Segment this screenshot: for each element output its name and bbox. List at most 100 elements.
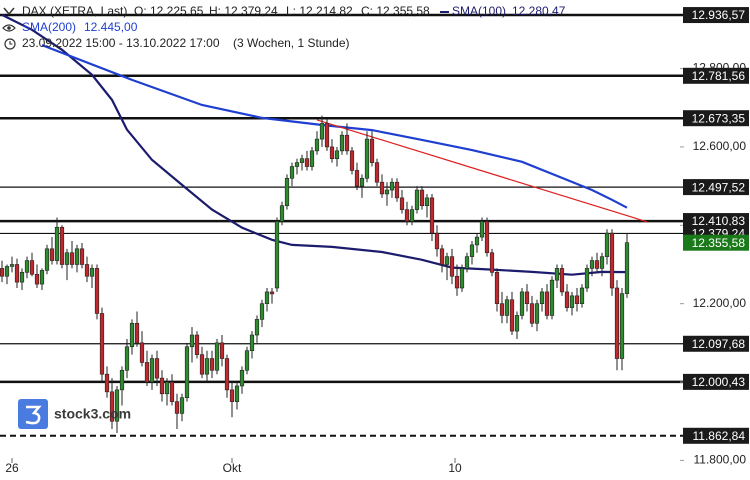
level-label: 12.000,43	[692, 375, 746, 389]
candle-body	[99, 313, 105, 375]
level-label: 12.936,57	[692, 8, 746, 22]
brand-name: stock3.com	[54, 406, 131, 422]
candle-body	[604, 232, 610, 257]
candle-body	[524, 291, 530, 304]
candle-body	[609, 232, 615, 289]
candle-body	[224, 358, 230, 391]
y-tick-label: 11.800,00	[694, 453, 747, 467]
legend-value: 12.280,47	[512, 4, 566, 18]
candle-body	[134, 322, 140, 344]
candle-body	[589, 260, 595, 269]
collapse-icon[interactable]	[3, 7, 15, 16]
sma-line	[1, 13, 628, 276]
candle-body	[504, 299, 510, 316]
plot-area: 26 Okt 10	[0, 13, 750, 475]
clock-hand	[9, 41, 13, 45]
candle-body	[19, 272, 25, 283]
candle-body	[39, 270, 45, 285]
candle-body	[84, 264, 90, 277]
low: L: 12.214,82	[286, 4, 353, 18]
candle-body	[484, 221, 490, 254]
candle-body	[454, 275, 460, 289]
candle-body	[309, 150, 315, 167]
open: O: 12.225,65	[134, 4, 204, 18]
candle-body	[474, 236, 480, 246]
brand: stock3.com	[18, 399, 131, 429]
candle-body	[614, 287, 620, 359]
candle-body	[319, 123, 325, 140]
candle-body	[404, 209, 410, 222]
candle-body	[289, 166, 295, 179]
candle-body	[159, 377, 165, 395]
candle-body	[129, 322, 135, 348]
candle-body	[619, 293, 625, 359]
candle-body	[0, 268, 5, 277]
sma-line	[41, 44, 628, 209]
candle-body	[64, 252, 70, 265]
candle-body	[214, 342, 220, 371]
candle-body	[444, 256, 450, 265]
candle-body	[299, 158, 305, 163]
candle-body	[359, 177, 365, 187]
candle-body	[164, 381, 170, 395]
candle-body	[364, 138, 370, 179]
level-label: 12.673,35	[692, 111, 746, 125]
candle-body	[529, 303, 535, 324]
level-label-box	[683, 67, 749, 84]
candle-body	[279, 205, 285, 222]
candle-body	[249, 334, 255, 351]
candle-body	[469, 244, 475, 257]
candle-body	[9, 264, 15, 267]
candle-body	[394, 181, 400, 199]
header: DAX (XETRA, Last) O: 12.225,65 H: 12.379…	[2, 4, 566, 50]
eye-icon[interactable]	[2, 24, 16, 32]
candle-body	[24, 260, 30, 273]
candle-body	[284, 177, 290, 207]
candle-body	[194, 334, 200, 355]
candle-body	[494, 272, 500, 304]
y-tick-label: 12.600,00	[693, 139, 747, 153]
last-price-box	[683, 234, 749, 251]
candle-body	[124, 346, 130, 371]
candle-body	[519, 291, 525, 316]
candle-body	[274, 221, 280, 289]
candle-body	[104, 373, 110, 393]
candle-body	[409, 209, 415, 222]
candle-body	[34, 273, 40, 285]
candle-body	[384, 189, 390, 195]
candle-body	[324, 123, 330, 148]
candle-body	[544, 291, 550, 316]
candle-body	[44, 248, 50, 271]
level-label-box	[683, 213, 749, 230]
candle-body	[154, 358, 160, 379]
y-tick-label: 12.200,00	[693, 296, 747, 310]
price-axis: 12.800,0012.600,0012.400,0012.200,0012.0…	[680, 7, 749, 467]
candle-body	[259, 303, 265, 320]
candle-body	[534, 303, 540, 324]
candle-body	[89, 268, 95, 277]
candle-body	[54, 226, 60, 261]
close: C: 12.355,58	[361, 4, 430, 18]
candle-body	[389, 181, 395, 191]
candle-body	[459, 268, 465, 289]
candle-body	[219, 342, 225, 359]
candle-body	[109, 391, 115, 422]
level-label-box	[683, 427, 749, 444]
candle-body	[514, 315, 520, 332]
candle-body	[144, 362, 150, 383]
candle-body	[369, 138, 375, 163]
candle-body	[94, 268, 100, 314]
candle-body	[209, 358, 215, 371]
level-label: 12.497,52	[692, 180, 746, 194]
last-price-label: 12.355,58	[692, 236, 746, 250]
candle-body	[554, 268, 560, 281]
candle-body	[374, 162, 380, 183]
candle-body	[79, 248, 85, 265]
candle-body	[479, 221, 485, 238]
clock-icon	[4, 38, 16, 50]
candle-body	[264, 291, 270, 304]
candle-body	[189, 334, 195, 348]
level-label-box	[683, 179, 749, 196]
